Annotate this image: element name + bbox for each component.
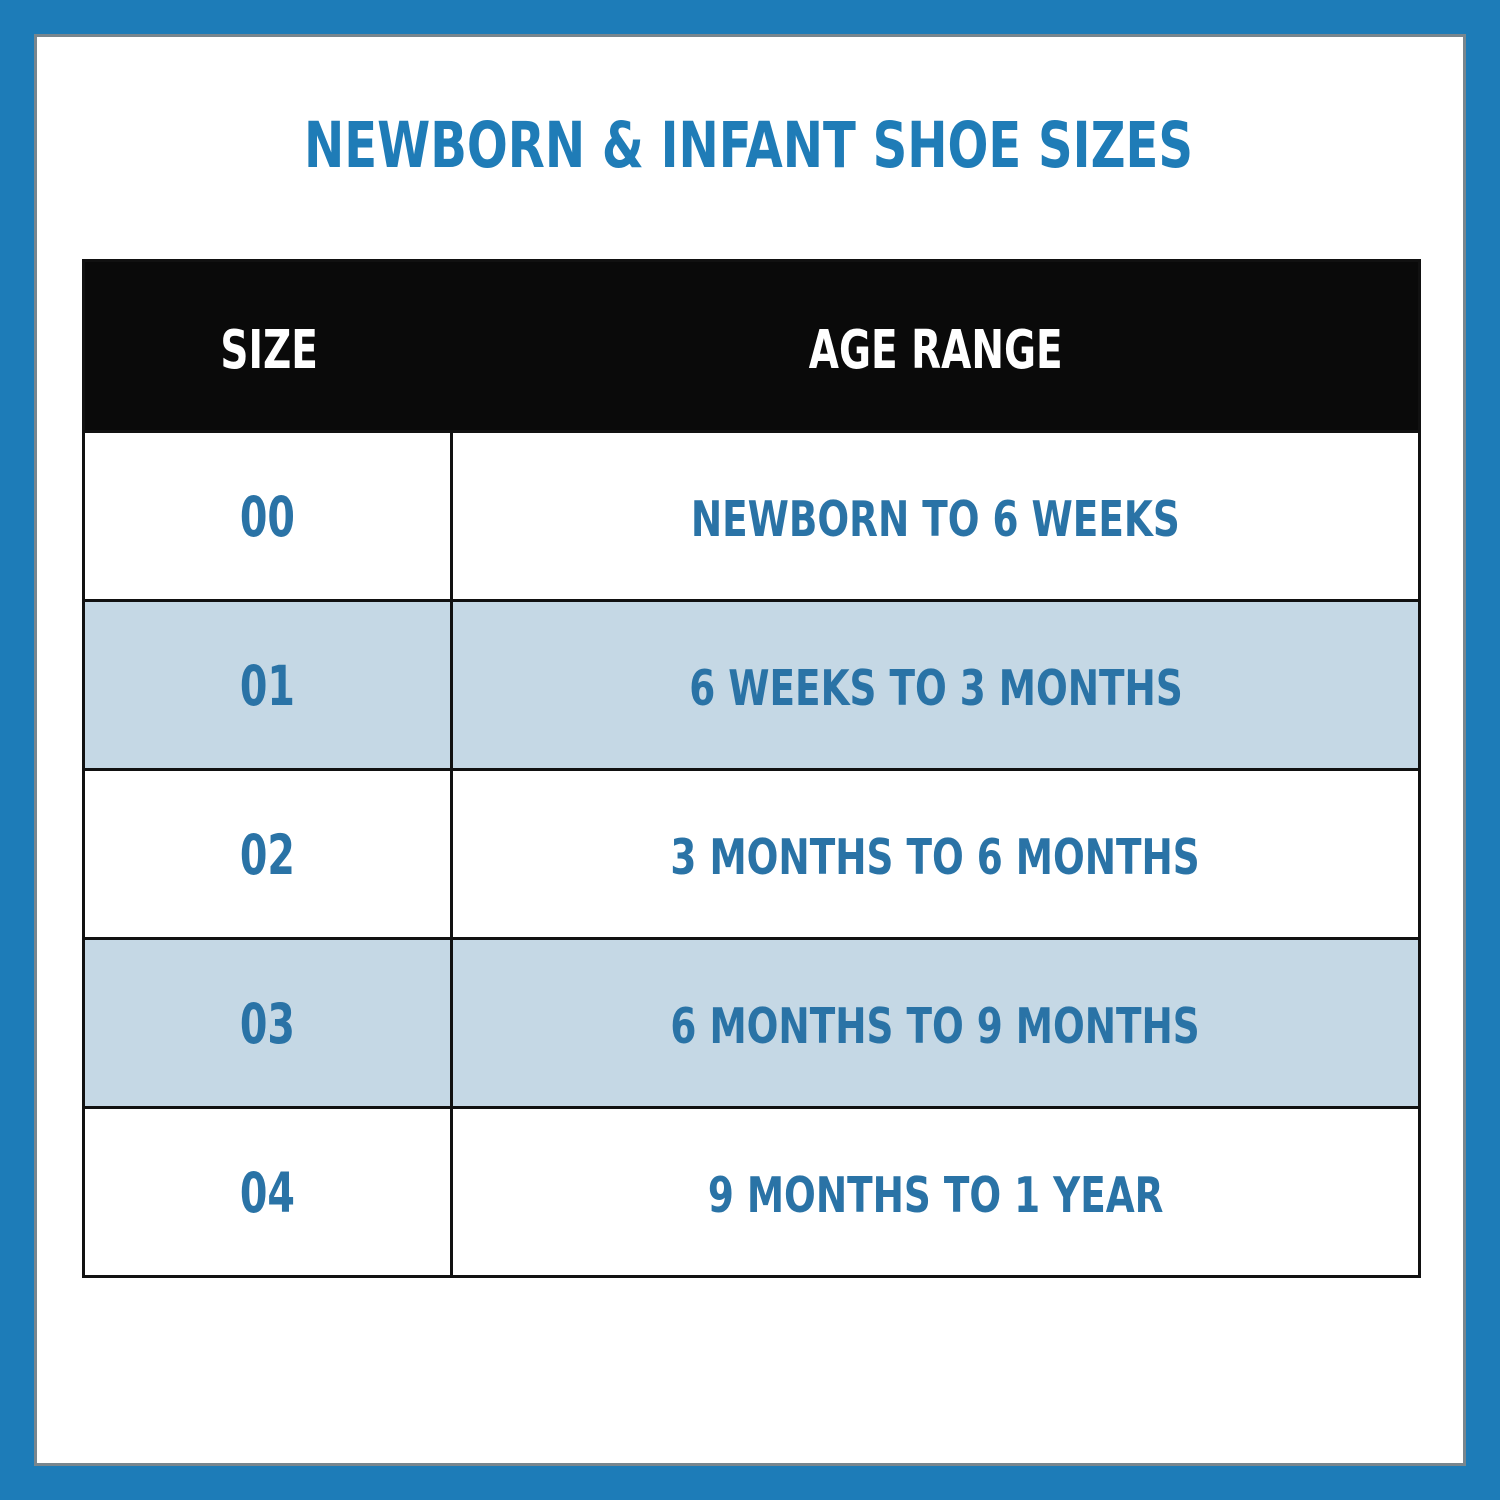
- age-range-value: 6 WEEKS TO 3 MONTHS: [688, 659, 1183, 717]
- size-value: 02: [239, 823, 296, 887]
- size-value: 03: [239, 992, 296, 1056]
- size-value: 01: [239, 654, 296, 718]
- page-title: NEWBORN & INFANT SHOE SIZES: [303, 108, 1194, 182]
- table-row-0-size-cell: 00: [85, 430, 453, 599]
- table-row-1-size-cell: 01: [85, 599, 453, 768]
- table-row-2-age-cell: 3 MONTHS TO 6 MONTHS: [453, 768, 1418, 937]
- table-header-row: SIZE AGE RANGE: [85, 262, 1418, 430]
- table-row-4-size-cell: 04: [85, 1106, 453, 1275]
- table-row-3-age-cell: 6 MONTHS TO 9 MONTHS: [453, 937, 1418, 1106]
- table-row-2-size-cell: 02: [85, 768, 453, 937]
- table-row-4-age-cell: 9 MONTHS TO 1 YEAR: [453, 1106, 1418, 1275]
- column-header-size: SIZE: [85, 262, 453, 430]
- size-table: SIZE AGE RANGE 00 NEWBORN TO 6 WEEKS 01 …: [82, 259, 1421, 1278]
- age-range-value: NEWBORN TO 6 WEEKS: [691, 490, 1180, 548]
- age-range-value: 9 MONTHS TO 1 YEAR: [707, 1166, 1164, 1224]
- table-row-1-age-cell: 6 WEEKS TO 3 MONTHS: [453, 599, 1418, 768]
- column-header-size-label: SIZE: [220, 318, 318, 381]
- size-value: 00: [239, 485, 296, 549]
- size-value: 04: [239, 1161, 296, 1225]
- age-range-value: 6 MONTHS TO 9 MONTHS: [670, 997, 1201, 1055]
- column-header-age-range: AGE RANGE: [453, 262, 1418, 430]
- table-row-0-age-cell: NEWBORN TO 6 WEEKS: [453, 430, 1418, 599]
- column-header-age-range-label: AGE RANGE: [808, 318, 1063, 381]
- table-row-3-size-cell: 03: [85, 937, 453, 1106]
- age-range-value: 3 MONTHS TO 6 MONTHS: [670, 828, 1201, 886]
